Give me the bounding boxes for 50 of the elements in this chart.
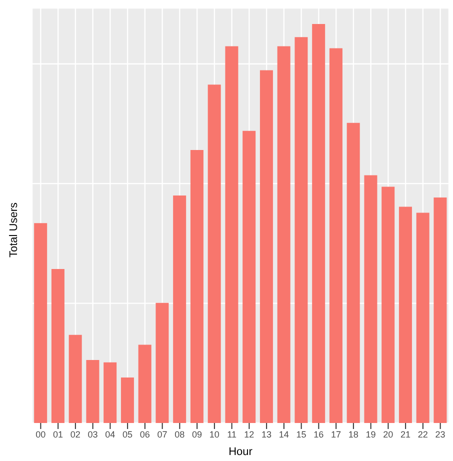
bar [312, 24, 326, 423]
bar [173, 196, 186, 423]
bar [329, 48, 342, 423]
x-tick-label: 03 [88, 429, 98, 440]
x-tick-label: 19 [366, 429, 376, 440]
x-tick-label: 08 [174, 429, 185, 440]
bar [242, 130, 256, 423]
bar [382, 186, 395, 423]
x-tick-label: 09 [192, 429, 202, 440]
bar [398, 206, 412, 423]
x-tick-label: 13 [262, 429, 272, 440]
bar [68, 334, 82, 423]
x-tick-label: 17 [331, 429, 342, 440]
bar [294, 37, 308, 423]
bar [277, 46, 290, 423]
bar [138, 344, 152, 423]
x-tick-label: 02 [70, 429, 80, 440]
x-tick-label: 14 [278, 429, 289, 440]
x-tick-label: 06 [140, 429, 150, 440]
x-tick-label: 15 [296, 429, 306, 440]
x-tick-label: 20 [383, 429, 394, 440]
x-tick-label: 01 [53, 429, 64, 440]
bar [364, 175, 378, 423]
x-tick-label: 21 [400, 429, 411, 440]
bar [208, 84, 221, 423]
bar [51, 268, 64, 423]
bar [190, 150, 204, 423]
x-tick-label: 05 [122, 429, 133, 440]
bar [434, 198, 447, 423]
x-tick-label: 00 [36, 429, 46, 440]
x-tick-label: 11 [227, 429, 236, 440]
x-tick-label: 23 [435, 429, 446, 440]
x-tick-label: 07 [157, 429, 168, 440]
x-tick-label: 04 [105, 429, 116, 440]
x-tick-label: 22 [418, 429, 428, 440]
x-tick-label: 18 [348, 429, 358, 440]
bar [104, 362, 117, 423]
y-axis-title: Total Users [8, 202, 20, 258]
bar [156, 302, 169, 423]
bar [86, 360, 100, 423]
bar [120, 378, 134, 423]
x-axis-title: Hour [228, 446, 253, 458]
bar [346, 122, 360, 423]
x-tick-label: 10 [209, 429, 220, 440]
x-tick-label: 16 [314, 429, 324, 440]
bar [225, 46, 238, 423]
x-tick-label: 12 [244, 429, 254, 440]
bar [260, 70, 273, 423]
bar [416, 212, 430, 423]
bar [34, 223, 48, 423]
